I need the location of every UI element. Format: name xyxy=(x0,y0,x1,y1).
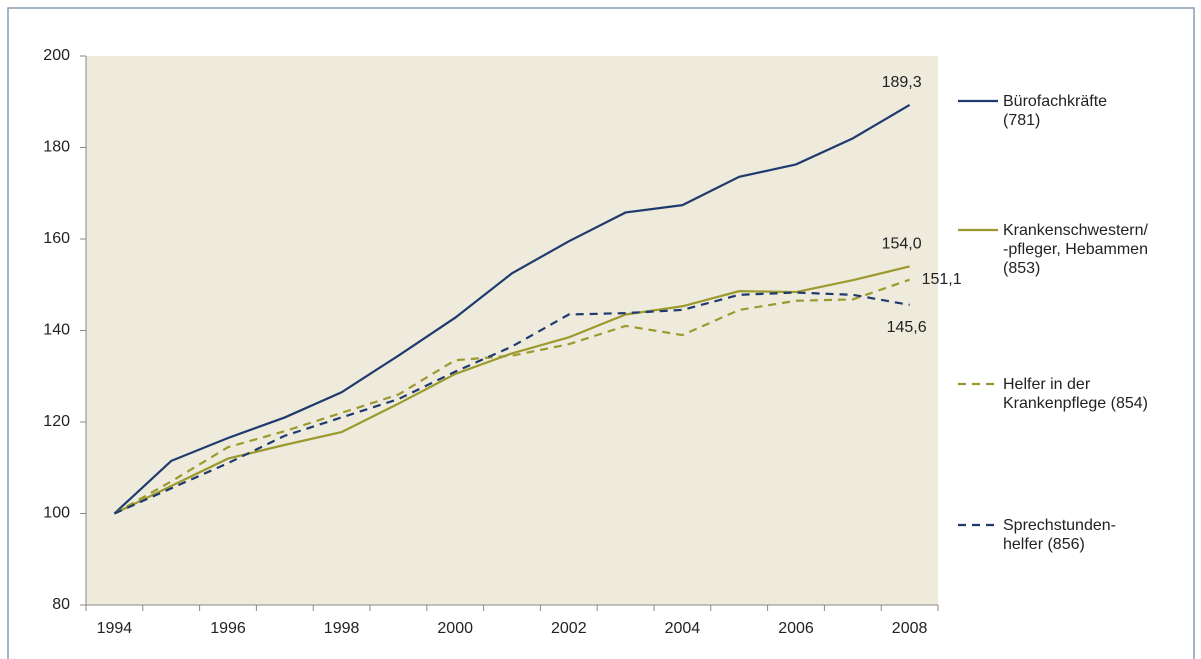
legend-label: Sprechstunden- helfer (856) xyxy=(1003,517,1116,553)
x-tick-label: 1996 xyxy=(210,620,246,637)
plot-area xyxy=(86,56,938,605)
legend-label: Krankenschwestern/ -pfleger, Hebammen (8… xyxy=(1003,222,1148,277)
x-tick-label: 2004 xyxy=(665,620,701,637)
x-tick-label: 1994 xyxy=(97,620,133,637)
legend-label: Helfer in der Krankenpflege (854) xyxy=(1003,376,1148,412)
value-label: 145,6 xyxy=(887,319,927,336)
frame xyxy=(7,7,1195,659)
value-label: 151,1 xyxy=(922,271,962,288)
x-tick-label: 2002 xyxy=(551,620,587,637)
x-tick-label: 1998 xyxy=(324,620,360,637)
value-label: 154,0 xyxy=(882,236,922,253)
y-tick-label: 80 xyxy=(52,596,70,613)
y-tick-label: 100 xyxy=(43,505,70,522)
x-tick-label: 2000 xyxy=(437,620,473,637)
value-label: 189,3 xyxy=(882,74,922,91)
y-tick-label: 120 xyxy=(43,413,70,430)
series-line xyxy=(113,291,910,515)
x-tick-label: 2008 xyxy=(892,620,928,637)
y-tick-label: 140 xyxy=(43,322,70,339)
y-tick-label: 200 xyxy=(43,47,70,64)
legend-label: Bürofachkräfte (781) xyxy=(1003,93,1108,129)
series-line xyxy=(113,104,911,515)
x-tick-label: 2006 xyxy=(778,620,814,637)
y-tick-label: 180 xyxy=(43,139,70,156)
y-tick-label: 160 xyxy=(43,230,70,247)
